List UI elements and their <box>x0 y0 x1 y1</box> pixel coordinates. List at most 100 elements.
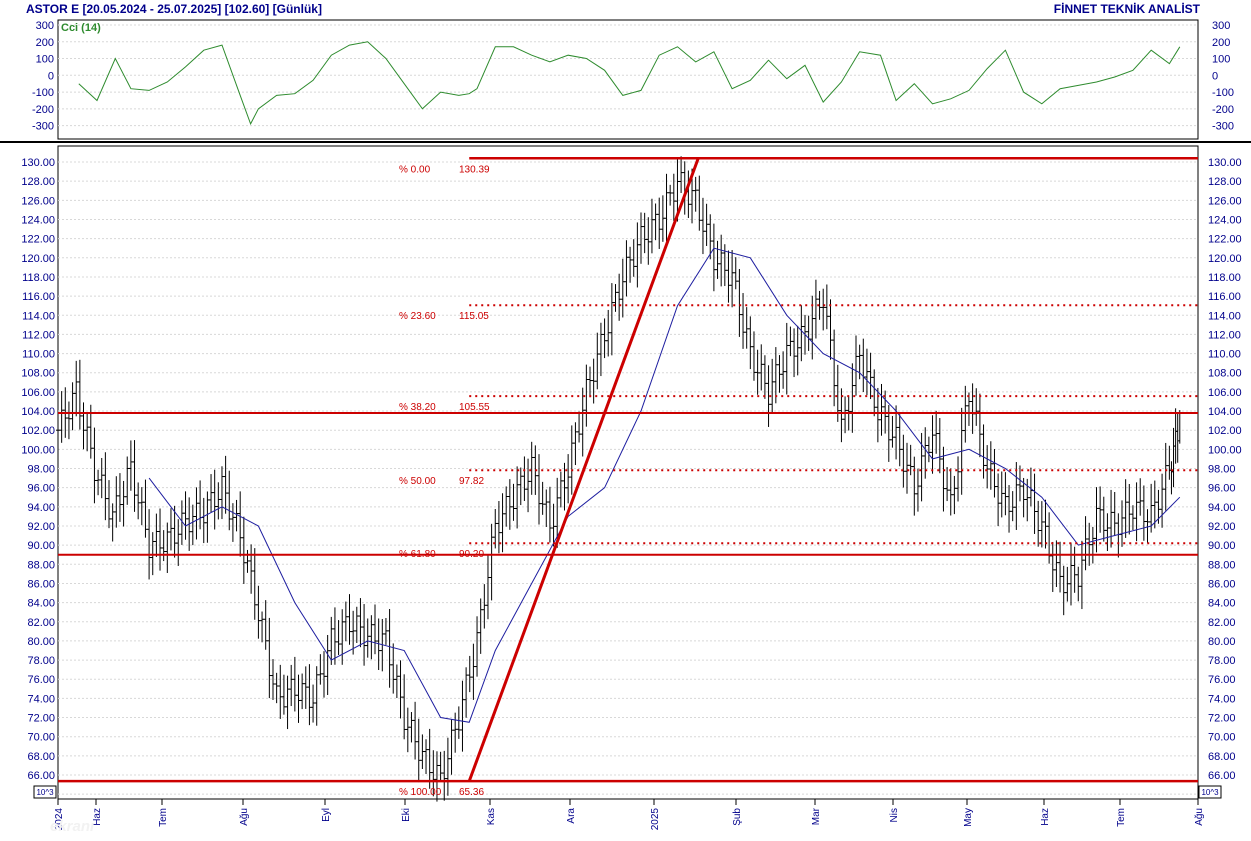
price-tick-right: 84.00 <box>1208 598 1236 610</box>
price-tick-right: 82.00 <box>1208 617 1236 629</box>
fib-value-label: 97.82 <box>459 476 484 487</box>
price-tick-right: 72.00 <box>1208 713 1236 725</box>
price-tick-left: 88.00 <box>27 559 55 571</box>
fib-percent-label: % 0.00 <box>399 164 431 175</box>
price-chart-pane: 130.00 130.00 128.00 128.00 126.00 126.00 124.… <box>21 145 1242 802</box>
date-axis-label: Kas <box>486 808 497 825</box>
price-tick-right: 110.00 <box>1208 349 1241 361</box>
price-tick-left: 86.00 <box>27 578 55 590</box>
price-tick-right: 90.00 <box>1208 540 1236 552</box>
price-tick-left: 70.00 <box>27 732 55 744</box>
price-tick-right: 124.00 <box>1208 214 1242 226</box>
price-tick-left: 128.00 <box>21 176 55 188</box>
price-tick-right: 100.00 <box>1208 444 1242 456</box>
price-tick-left: 118.00 <box>22 272 55 284</box>
cci-tick-left: 300 <box>36 20 54 32</box>
price-tick-left: 112.00 <box>22 329 55 341</box>
price-tick-left: 96.00 <box>27 483 55 495</box>
axis-badge-right-text: 10^3 <box>1201 788 1219 797</box>
date-axis-label: 2024 <box>54 808 65 831</box>
price-tick-right: 80.00 <box>1208 636 1236 648</box>
cci-tick-right: -300 <box>1212 121 1234 133</box>
price-tick-right: 78.00 <box>1208 655 1236 667</box>
date-axis-label: Eki <box>401 808 412 822</box>
date-axis-label: Mar <box>811 807 822 825</box>
date-axis-label: Tem <box>158 808 169 827</box>
price-tick-right: 112.00 <box>1208 329 1241 341</box>
price-tick-left: 84.00 <box>27 598 55 610</box>
fib-trend-line <box>467 157 700 782</box>
price-tick-right: 116.00 <box>1208 291 1241 303</box>
last-price-label: [102.60] <box>224 2 270 16</box>
fib-percent-label: % 100.00 <box>399 787 442 798</box>
fib-percent-label: % 23.60 <box>399 311 436 322</box>
price-tick-left: 74.00 <box>27 693 55 705</box>
price-tick-left: 110.00 <box>22 349 55 361</box>
price-tick-right: 94.00 <box>1208 502 1236 514</box>
price-tick-left: 102.00 <box>21 425 55 437</box>
price-tick-left: 116.00 <box>22 291 55 303</box>
cci-tick-right: 300 <box>1212 20 1230 32</box>
source-label: FİNNET TEKNİK ANALİST <box>1053 2 1200 16</box>
cci-tick-left: 100 <box>36 54 54 66</box>
price-tick-left: 130.00 <box>21 157 55 169</box>
cci-tick-right: -200 <box>1212 104 1234 116</box>
fib-value-label: 65.36 <box>459 787 484 798</box>
price-tick-right: 130.00 <box>1208 157 1242 169</box>
axis-badge-left-text: 10^3 <box>36 788 54 797</box>
price-tick-left: 72.00 <box>27 713 55 725</box>
price-plot-frame <box>57 145 1199 800</box>
price-tick-left: 120.00 <box>21 253 55 265</box>
cci-pane-label: Cci (14) <box>61 22 101 34</box>
price-tick-right: 66.00 <box>1208 770 1236 782</box>
date-axis-label: May <box>963 808 974 827</box>
date-axis-label: Ağu <box>239 808 250 826</box>
price-tick-right: 68.00 <box>1208 751 1236 763</box>
cci-tick-left: 200 <box>36 37 54 49</box>
price-tick-right: 118.00 <box>1208 272 1241 284</box>
price-tick-right: 70.00 <box>1208 732 1236 744</box>
price-tick-left: 104.00 <box>21 406 55 418</box>
fib-value-label: 130.39 <box>459 164 490 175</box>
cci-tick-left: -200 <box>32 104 54 116</box>
fib-value-label: 90.20 <box>459 549 484 560</box>
date-axis: 2024 Haz Tem Ağu Eyl Eki Kas Ara 2025 Şub Mar Nis Ma… <box>54 799 1205 830</box>
moving-average-line <box>148 247 1181 723</box>
date-range-label: [20.05.2024 - 25.07.2025] <box>82 2 222 16</box>
date-axis-label: 2025 <box>650 808 661 831</box>
fib-value-label: 115.05 <box>459 311 489 322</box>
price-tick-right: 104.00 <box>1208 406 1242 418</box>
price-tick-right: 76.00 <box>1208 674 1236 686</box>
price-tick-right: 92.00 <box>1208 521 1236 533</box>
price-tick-right: 128.00 <box>1208 176 1242 188</box>
logo-text: ekranı <box>50 818 95 835</box>
price-tick-left: 108.00 <box>21 368 55 380</box>
fib-value-label: 105.55 <box>459 402 490 413</box>
cci-tick-left: -100 <box>32 87 54 99</box>
price-tick-left: 92.00 <box>27 521 55 533</box>
date-axis-label: Nis <box>889 808 900 822</box>
cci-tick-right: -100 <box>1212 87 1234 99</box>
date-axis-label: Ara <box>566 808 577 824</box>
price-tick-left: 126.00 <box>21 195 55 207</box>
price-tick-right: 122.00 <box>1208 234 1242 246</box>
price-tick-left: 100.00 <box>21 444 55 456</box>
price-tick-right: 98.00 <box>1208 464 1236 476</box>
axis-badge-left <box>33 785 57 799</box>
fib-percent-label: % 38.20 <box>399 402 436 413</box>
date-axis-label: Ağu <box>1194 808 1205 826</box>
price-tick-right: 96.00 <box>1208 483 1236 495</box>
price-tick-right: 120.00 <box>1208 253 1242 265</box>
cci-tick-left: -300 <box>32 121 54 133</box>
cci-tick-right: 200 <box>1212 37 1230 49</box>
price-tick-left: 82.00 <box>27 617 55 629</box>
price-tick-right: 74.00 <box>1208 693 1236 705</box>
price-tick-right: 102.00 <box>1208 425 1242 437</box>
fib-percent-label: % 50.00 <box>399 476 436 487</box>
chart-header-title: ASTOR E [20.05.2024 - 25.07.2025] [102.6… <box>26 2 322 16</box>
date-axis-label: Haz <box>92 808 103 826</box>
cci-tick-right: 0 <box>1212 70 1218 82</box>
price-tick-left: 94.00 <box>27 502 55 514</box>
symbol-label: ASTOR E <box>26 2 80 16</box>
